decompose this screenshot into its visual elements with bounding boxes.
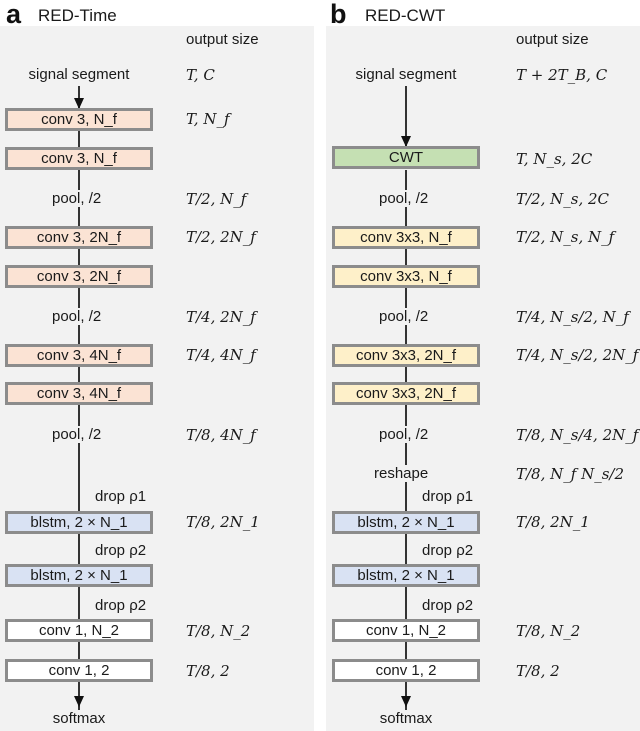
panel-a-layer-pool: pool, /2 (48, 308, 106, 325)
panel-a-layer-output: T/2, 2N_f (186, 228, 256, 246)
panel-b-layer-output: T/8, 2N_1 (516, 513, 590, 531)
panel-a-title: RED-Time (38, 6, 117, 25)
arrow-down-icon (401, 136, 411, 147)
panel-a-input-output: T, C (186, 66, 215, 84)
panel-b-layer-pool: pool, /2 (375, 190, 433, 207)
panel-a-dropout: drop ρ1 (95, 488, 147, 505)
arrow-down-icon (401, 696, 411, 707)
panel-b-input-output: T + 2T_B, C (516, 66, 608, 84)
panel-a-layer-pool: pool, /2 (48, 426, 106, 443)
panel-b-layer-conv2d: conv 3x3, N_f (332, 265, 480, 288)
panel-a-dropout: drop ρ2 (95, 597, 147, 614)
panel-b-title: RED-CWT (365, 6, 446, 25)
panel-a-layer-pool: pool, /2 (48, 190, 106, 207)
panel-b-dropout: drop ρ2 (422, 542, 474, 559)
panel-b-reshape: reshape (370, 465, 433, 482)
panel-b-dropout: drop ρ2 (422, 597, 474, 614)
panel-b-layer-output: T/2, N_s, 2C (516, 190, 610, 208)
panel-a-layer-conv: conv 3, 4N_f (5, 344, 153, 367)
panel-b-layer-pool: pool, /2 (375, 426, 433, 443)
panel-a-layer-conv: conv 3, N_f (5, 108, 153, 131)
panel-a-input-label: signal segment (28, 66, 130, 83)
panel-a-layer-conv: conv 3, 4N_f (5, 382, 153, 405)
panel-a-layer-conv: conv 3, N_f (5, 147, 153, 170)
panel-b-layer-output: T/8, N_f N_s/2 (516, 465, 625, 483)
panel-a-layer-output: T/8, 4N_f (186, 426, 256, 444)
panel-b-layer-cwt: CWT (332, 146, 480, 169)
panel-b-layer-output: T, N_s, 2C (516, 150, 593, 168)
panel-a-label: a (6, 0, 22, 29)
panel-a-layer-output: T/8, 2 (186, 662, 230, 680)
panel-b-input-label: signal segment (355, 66, 457, 83)
panel-b-layer-conv1x1: conv 1, N_2 (332, 619, 480, 642)
panel-a-layer-conv1x1: conv 1, 2 (5, 659, 153, 682)
panel-b-layer-blstm: blstm, 2 × N_1 (332, 564, 480, 587)
arrow-down-icon (74, 98, 84, 109)
panel-b-softmax: softmax (379, 710, 433, 727)
panel-a-layer-output: T/4, 2N_f (186, 308, 256, 326)
panel-b-layer-output: T/8, 2 (516, 662, 560, 680)
panel-b-layer-conv2d: conv 3x3, N_f (332, 226, 480, 249)
panel-b-layer-pool: pool, /2 (375, 308, 433, 325)
panel-b-dropout: drop ρ1 (422, 488, 474, 505)
panel-a-layer-output: T/4, 4N_f (186, 346, 256, 364)
panel-a-softmax: softmax (52, 710, 106, 727)
panel-a-output-size-header: output size (186, 31, 259, 48)
panel-a-spine-connector (78, 130, 80, 710)
panel-a-layer-output: T, N_f (186, 110, 230, 128)
panel-b-label: b (330, 0, 347, 29)
panel-b-layer-blstm: blstm, 2 × N_1 (332, 511, 480, 534)
panel-b-layer-output: T/2, N_s, N_f (516, 228, 615, 246)
panel-b-output-size-header: output size (516, 31, 589, 48)
panel-a-dropout: drop ρ2 (95, 542, 147, 559)
panel-b-layer-output: T/8, N_2 (516, 622, 581, 640)
panel-a-layer-conv1x1: conv 1, N_2 (5, 619, 153, 642)
panel-a-layer-blstm: blstm, 2 × N_1 (5, 511, 153, 534)
arrow-down-icon (74, 696, 84, 707)
panel-a-layer-output: T/8, 2N_1 (186, 513, 260, 531)
panel-b-input-connector (405, 86, 407, 146)
panel-b-layer-conv2d: conv 3x3, 2N_f (332, 382, 480, 405)
panel-b-layer-conv1x1: conv 1, 2 (332, 659, 480, 682)
panel-b-layer-conv2d: conv 3x3, 2N_f (332, 344, 480, 367)
panel-b-background (326, 26, 640, 731)
panel-a-layer-output: T/2, N_f (186, 190, 247, 208)
panel-a-layer-conv: conv 3, 2N_f (5, 226, 153, 249)
panel-a-layer-conv: conv 3, 2N_f (5, 265, 153, 288)
panel-b-layer-output: T/4, N_s/2, N_f (516, 308, 629, 326)
panel-a-layer-output: T/8, N_2 (186, 622, 251, 640)
panel-a-layer-blstm: blstm, 2 × N_1 (5, 564, 153, 587)
panel-a-background (0, 26, 314, 731)
panel-b-layer-output: T/4, N_s/2, 2N_f (516, 346, 639, 364)
panel-b-layer-output: T/8, N_s/4, 2N_f (516, 426, 639, 444)
